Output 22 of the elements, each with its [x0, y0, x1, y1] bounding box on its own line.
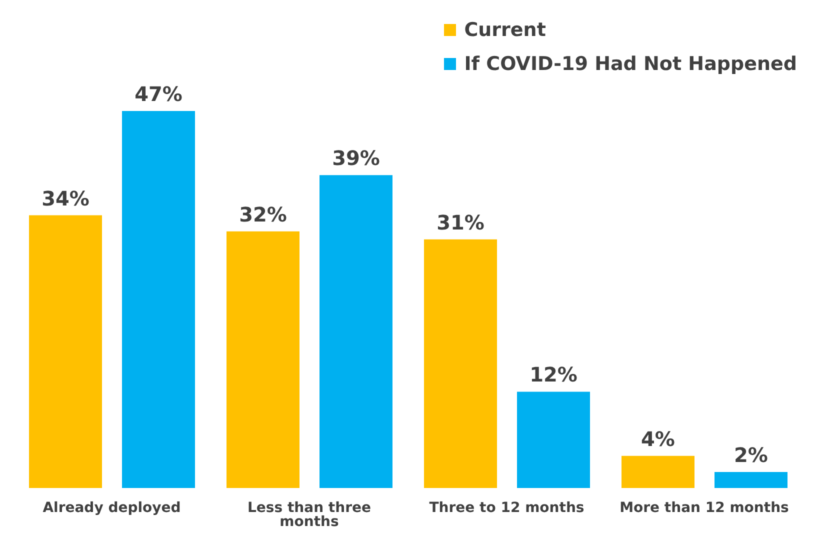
data-label: 32%	[239, 202, 287, 226]
data-label: 31%	[436, 210, 484, 234]
bar	[320, 175, 392, 488]
bar	[29, 215, 102, 488]
legend-label: Current	[464, 18, 546, 43]
bar	[122, 111, 195, 488]
x-tick-label: More than 12 months	[620, 500, 789, 516]
x-tick-label: Already deployed	[42, 500, 181, 516]
data-label: 2%	[734, 442, 768, 467]
x-tick-label: Three to 12 months	[429, 500, 584, 516]
x-tick-label: Less than three months	[248, 500, 371, 530]
data-label: 4%	[641, 426, 675, 451]
bar	[714, 472, 788, 488]
bar	[622, 456, 694, 488]
data-label: 39%	[332, 146, 380, 170]
bar	[226, 231, 300, 488]
data-label: 12%	[530, 362, 578, 387]
legend-label: If COVID-19 Had Not Happened	[464, 52, 797, 77]
bar	[517, 392, 590, 488]
data-label: 47%	[134, 82, 182, 106]
bar	[424, 239, 497, 488]
data-label: 34%	[42, 186, 90, 210]
